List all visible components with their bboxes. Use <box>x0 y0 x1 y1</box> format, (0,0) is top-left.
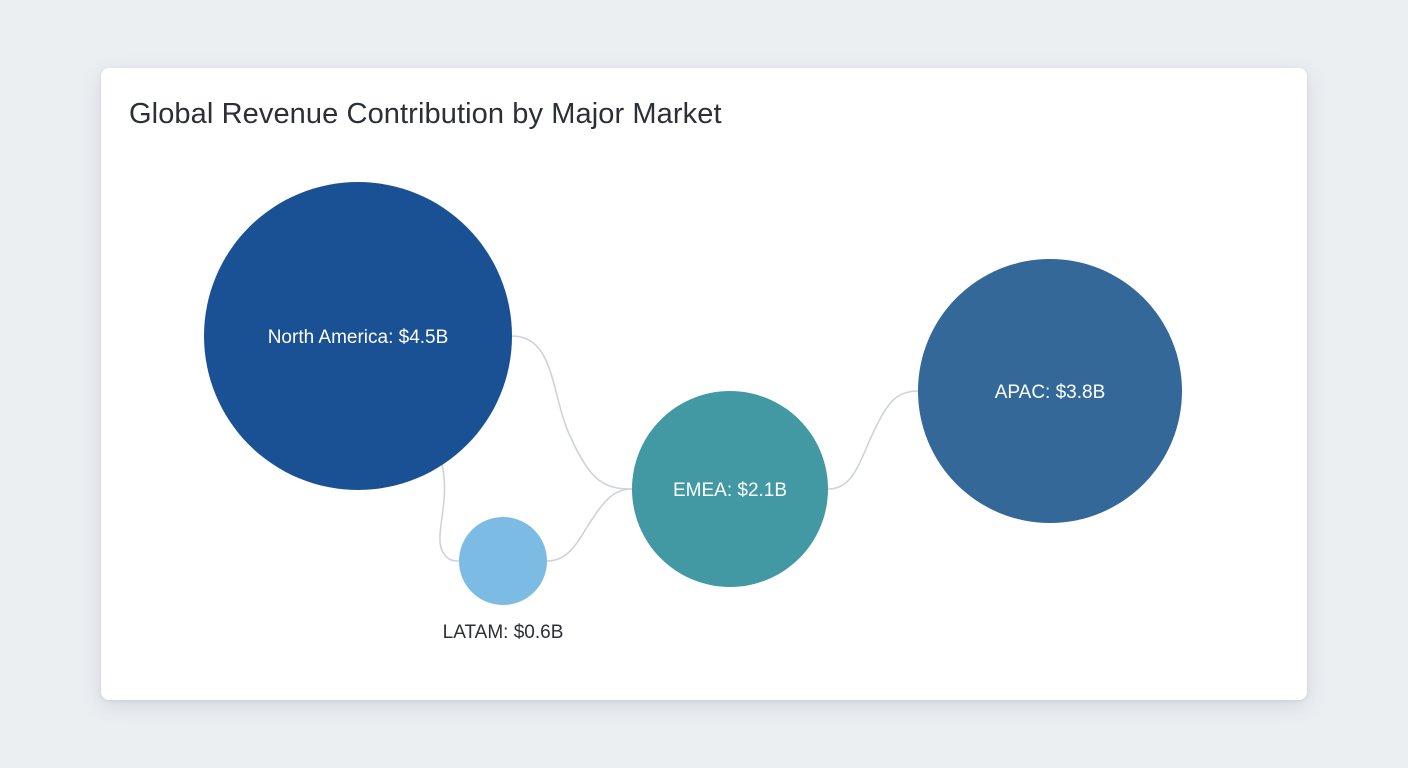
chart-title: Global Revenue Contribution by Major Mar… <box>129 98 722 130</box>
chart-card: Global Revenue Contribution by Major Mar… <box>101 68 1307 700</box>
bubble-emea[interactable] <box>632 391 828 587</box>
bubble-latam[interactable] <box>459 517 547 605</box>
bubble-label-apac: APAC: $3.8B <box>995 382 1106 403</box>
bubble-label-latam: LATAM: $0.6B <box>443 622 564 643</box>
connector-north-america-to-emea <box>511 335 633 490</box>
bubble-layer: North America: $4.5B LATAM: $0.6B EMEA: $2… <box>204 182 1182 643</box>
bubble-label-emea: EMEA: $2.1B <box>673 480 787 501</box>
bubble-chart: North America: $4.5B LATAM: $0.6B EMEA: $2… <box>204 182 1182 643</box>
bubble-label-north-america: North America: $4.5B <box>268 327 449 348</box>
connector-layer <box>439 335 919 562</box>
bubble-north-america[interactable] <box>204 182 512 490</box>
bubble-apac[interactable] <box>918 259 1182 523</box>
connector-latam-to-emea <box>546 488 633 562</box>
connector-emea-to-apac <box>827 390 919 490</box>
connector-north-america-to-latam <box>439 459 460 562</box>
